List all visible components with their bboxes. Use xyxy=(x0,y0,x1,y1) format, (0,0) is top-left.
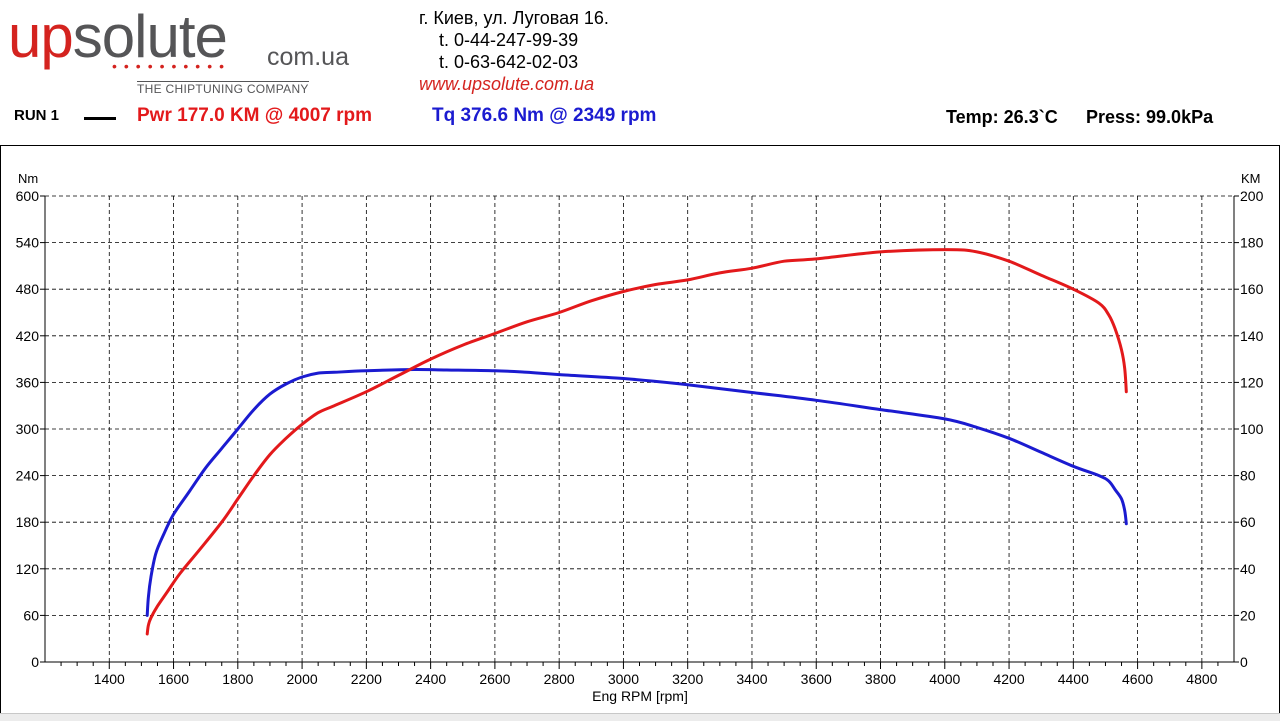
y-left-tick-label: 180 xyxy=(16,514,40,530)
x-tick-label: 4600 xyxy=(1122,671,1153,687)
x-axis-label: Eng RPM [rpm] xyxy=(592,688,688,704)
x-tick-label: 4000 xyxy=(929,671,960,687)
power-summary: Pwr 177.0 KM @ 4007 rpm xyxy=(137,105,373,126)
y-right-tick-label: 200 xyxy=(1240,188,1264,204)
run-label: RUN 1 xyxy=(14,107,60,124)
x-tick-label: 3400 xyxy=(736,671,767,687)
y-right-tick-label: 80 xyxy=(1240,468,1256,484)
contact-address: г. Киев, ул. Луговая 16. xyxy=(419,8,609,28)
y-left-tick-label: 0 xyxy=(31,654,39,670)
y-right-tick-label: 180 xyxy=(1240,235,1264,251)
y-right-tick-label: 120 xyxy=(1240,374,1264,390)
y-right-tick-label: 20 xyxy=(1240,607,1256,623)
temperature-readout: Temp: 26.3`C xyxy=(946,107,1058,127)
contact-phone-2: t. 0-63-642-02-03 xyxy=(439,52,579,72)
x-tick-label: 2200 xyxy=(351,671,382,687)
y-right-tick-label: 160 xyxy=(1240,281,1264,297)
y-right-tick-label: 60 xyxy=(1240,514,1256,530)
y-left-tick-label: 60 xyxy=(23,607,39,623)
x-tick-label: 1800 xyxy=(222,671,253,687)
x-tick-label: 3600 xyxy=(801,671,832,687)
contact-website-link[interactable]: www.upsolute.com.ua xyxy=(419,74,595,94)
x-tick-label: 1400 xyxy=(94,671,125,687)
x-tick-label: 3800 xyxy=(865,671,896,687)
y-left-tick-label: 540 xyxy=(16,235,40,251)
logo-tagline: THE CHIPTUNING COMPANY xyxy=(137,81,309,96)
y-left-tick-label: 420 xyxy=(16,328,40,344)
y-left-tick-label: 480 xyxy=(16,281,40,297)
y-axis-right-label: KM xyxy=(1241,171,1261,186)
y-axis-left-label: Nm xyxy=(18,171,38,186)
logo-dots-decoration: •••••••••• xyxy=(112,58,232,74)
logo-solute-text: solute xyxy=(72,3,228,70)
run-legend-line xyxy=(84,117,116,120)
y-right-tick-label: 0 xyxy=(1240,654,1248,670)
y-left-tick-label: 360 xyxy=(16,374,40,390)
y-left-tick-label: 600 xyxy=(16,188,40,204)
logo-wordmark: upsolute xyxy=(8,2,228,72)
pressure-readout: Press: 99.0kPa xyxy=(1086,107,1214,127)
chart-frame xyxy=(0,145,1280,714)
power-curve xyxy=(145,248,1128,636)
y-right-tick-label: 40 xyxy=(1240,561,1256,577)
x-tick-label: 2600 xyxy=(479,671,510,687)
y-right-tick-label: 100 xyxy=(1240,421,1264,437)
contact-phone-1: t. 0-44-247-99-39 xyxy=(439,30,579,50)
x-tick-label: 2800 xyxy=(544,671,575,687)
bottom-strip xyxy=(0,713,1280,721)
logo-up-text: up xyxy=(8,3,74,70)
x-tick-label: 3000 xyxy=(608,671,639,687)
y-left-tick-label: 300 xyxy=(16,421,40,437)
y-left-tick-label: 120 xyxy=(16,561,40,577)
x-tick-label: 2000 xyxy=(287,671,318,687)
x-tick-label: 3200 xyxy=(672,671,703,687)
y-right-tick-label: 140 xyxy=(1240,328,1264,344)
x-tick-label: 4800 xyxy=(1186,671,1217,687)
logo-domain-text: com.ua xyxy=(267,43,349,71)
x-tick-label: 4400 xyxy=(1058,671,1089,687)
torque-summary: Tq 376.6 Nm @ 2349 rpm xyxy=(432,105,657,126)
x-tick-label: 1600 xyxy=(158,671,189,687)
torque-curve xyxy=(145,367,1128,617)
x-tick-label: 4200 xyxy=(993,671,1024,687)
y-left-tick-label: 240 xyxy=(16,468,40,484)
x-tick-label: 2400 xyxy=(415,671,446,687)
